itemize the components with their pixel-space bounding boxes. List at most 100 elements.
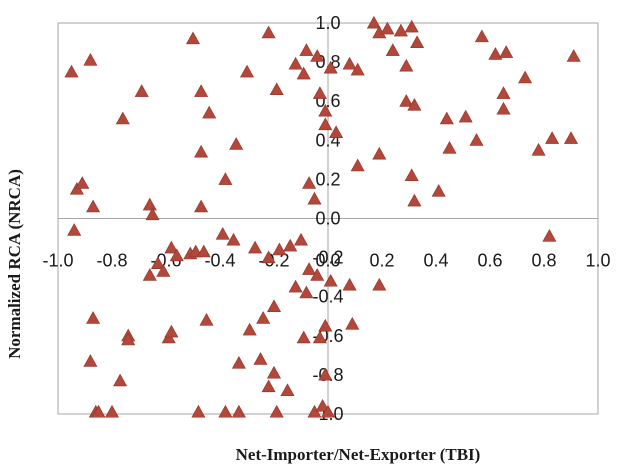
data-point xyxy=(566,49,581,62)
data-point xyxy=(439,111,454,125)
data-point xyxy=(342,277,357,291)
data-point xyxy=(218,172,233,185)
data-point xyxy=(496,86,511,99)
data-point xyxy=(318,103,333,117)
data-point xyxy=(407,193,422,207)
data-point xyxy=(142,268,157,281)
data-point xyxy=(469,133,484,146)
data-point xyxy=(372,146,387,160)
data-point xyxy=(499,45,514,58)
data-point xyxy=(164,240,179,254)
data-point xyxy=(215,227,230,240)
data-point xyxy=(385,43,400,56)
data-point xyxy=(312,86,327,99)
data-point xyxy=(288,56,303,70)
y-tick-label: 0.0 xyxy=(315,209,340,229)
data-point xyxy=(272,242,287,256)
data-point xyxy=(256,311,271,324)
data-point xyxy=(366,15,381,29)
data-point xyxy=(194,84,209,97)
data-point xyxy=(261,379,276,393)
data-point xyxy=(266,299,282,312)
data-point xyxy=(242,322,257,336)
y-tick-label: 0.2 xyxy=(315,169,340,189)
data-point xyxy=(307,191,322,205)
data-point xyxy=(474,29,489,43)
data-point xyxy=(320,404,336,418)
data-point xyxy=(134,84,149,97)
data-point xyxy=(299,285,314,299)
x-tick-label: -0.8 xyxy=(96,251,127,271)
data-point xyxy=(280,383,295,397)
data-point xyxy=(226,232,241,246)
data-point xyxy=(64,64,79,78)
x-tick-label: -1.0 xyxy=(42,251,73,271)
data-point xyxy=(393,23,408,37)
data-point xyxy=(196,244,211,258)
data-point xyxy=(248,240,263,254)
data-point xyxy=(169,248,184,262)
data-point xyxy=(296,66,311,80)
data-point xyxy=(104,404,120,418)
data-point xyxy=(261,250,276,264)
data-point xyxy=(239,64,255,78)
data-point xyxy=(194,199,209,213)
data-point xyxy=(185,31,201,45)
data-point xyxy=(458,109,473,123)
data-point xyxy=(399,58,414,72)
data-point xyxy=(83,53,98,66)
data-point xyxy=(345,316,360,330)
data-point xyxy=(231,356,246,369)
data-point xyxy=(156,264,171,277)
data-point xyxy=(310,49,325,62)
data-point xyxy=(404,19,419,33)
data-point xyxy=(75,176,90,189)
data-point xyxy=(318,318,333,332)
data-point xyxy=(283,238,298,252)
data-point xyxy=(288,279,303,293)
data-point xyxy=(150,256,165,269)
data-point xyxy=(164,324,179,338)
data-point xyxy=(218,404,233,418)
data-point xyxy=(545,131,560,144)
data-point xyxy=(113,373,128,387)
x-tick-label: -0.4 xyxy=(204,251,235,271)
data-point xyxy=(91,404,106,418)
data-point xyxy=(518,70,533,84)
data-point xyxy=(323,60,338,74)
data-point xyxy=(231,404,246,418)
data-point xyxy=(253,352,268,365)
x-tick-label: 0.4 xyxy=(423,251,448,271)
data-point xyxy=(142,197,157,211)
data-point xyxy=(296,330,311,344)
data-point xyxy=(380,21,395,35)
x-tick-label: 1.0 xyxy=(585,251,610,271)
y-axis-title: Normalized RCA (NRCA) xyxy=(5,169,24,359)
data-point xyxy=(269,82,284,95)
data-point xyxy=(399,94,414,107)
data-point xyxy=(323,273,338,287)
y-tick-label: 0.8 xyxy=(315,52,340,72)
data-point xyxy=(488,47,503,60)
data-point xyxy=(266,365,282,379)
data-point xyxy=(329,125,344,138)
data-point xyxy=(407,97,422,111)
data-point xyxy=(372,277,387,291)
data-point xyxy=(431,184,446,197)
x-tick-label: 0.0 xyxy=(315,251,340,271)
data-point xyxy=(563,131,579,144)
x-tick-label: 0.6 xyxy=(477,251,502,271)
data-point xyxy=(312,330,327,344)
data-point xyxy=(350,62,365,76)
data-point xyxy=(315,399,330,412)
x-axis-title: Net-Importer/Net-Exporter (TBI) xyxy=(236,445,481,464)
data-point xyxy=(342,56,357,70)
data-point xyxy=(531,142,546,156)
x-tick-label: 0.2 xyxy=(369,251,394,271)
data-point xyxy=(202,105,217,119)
x-tick-label: 0.8 xyxy=(531,251,556,271)
data-point xyxy=(302,262,317,275)
data-points xyxy=(64,15,581,418)
data-point xyxy=(318,367,333,381)
